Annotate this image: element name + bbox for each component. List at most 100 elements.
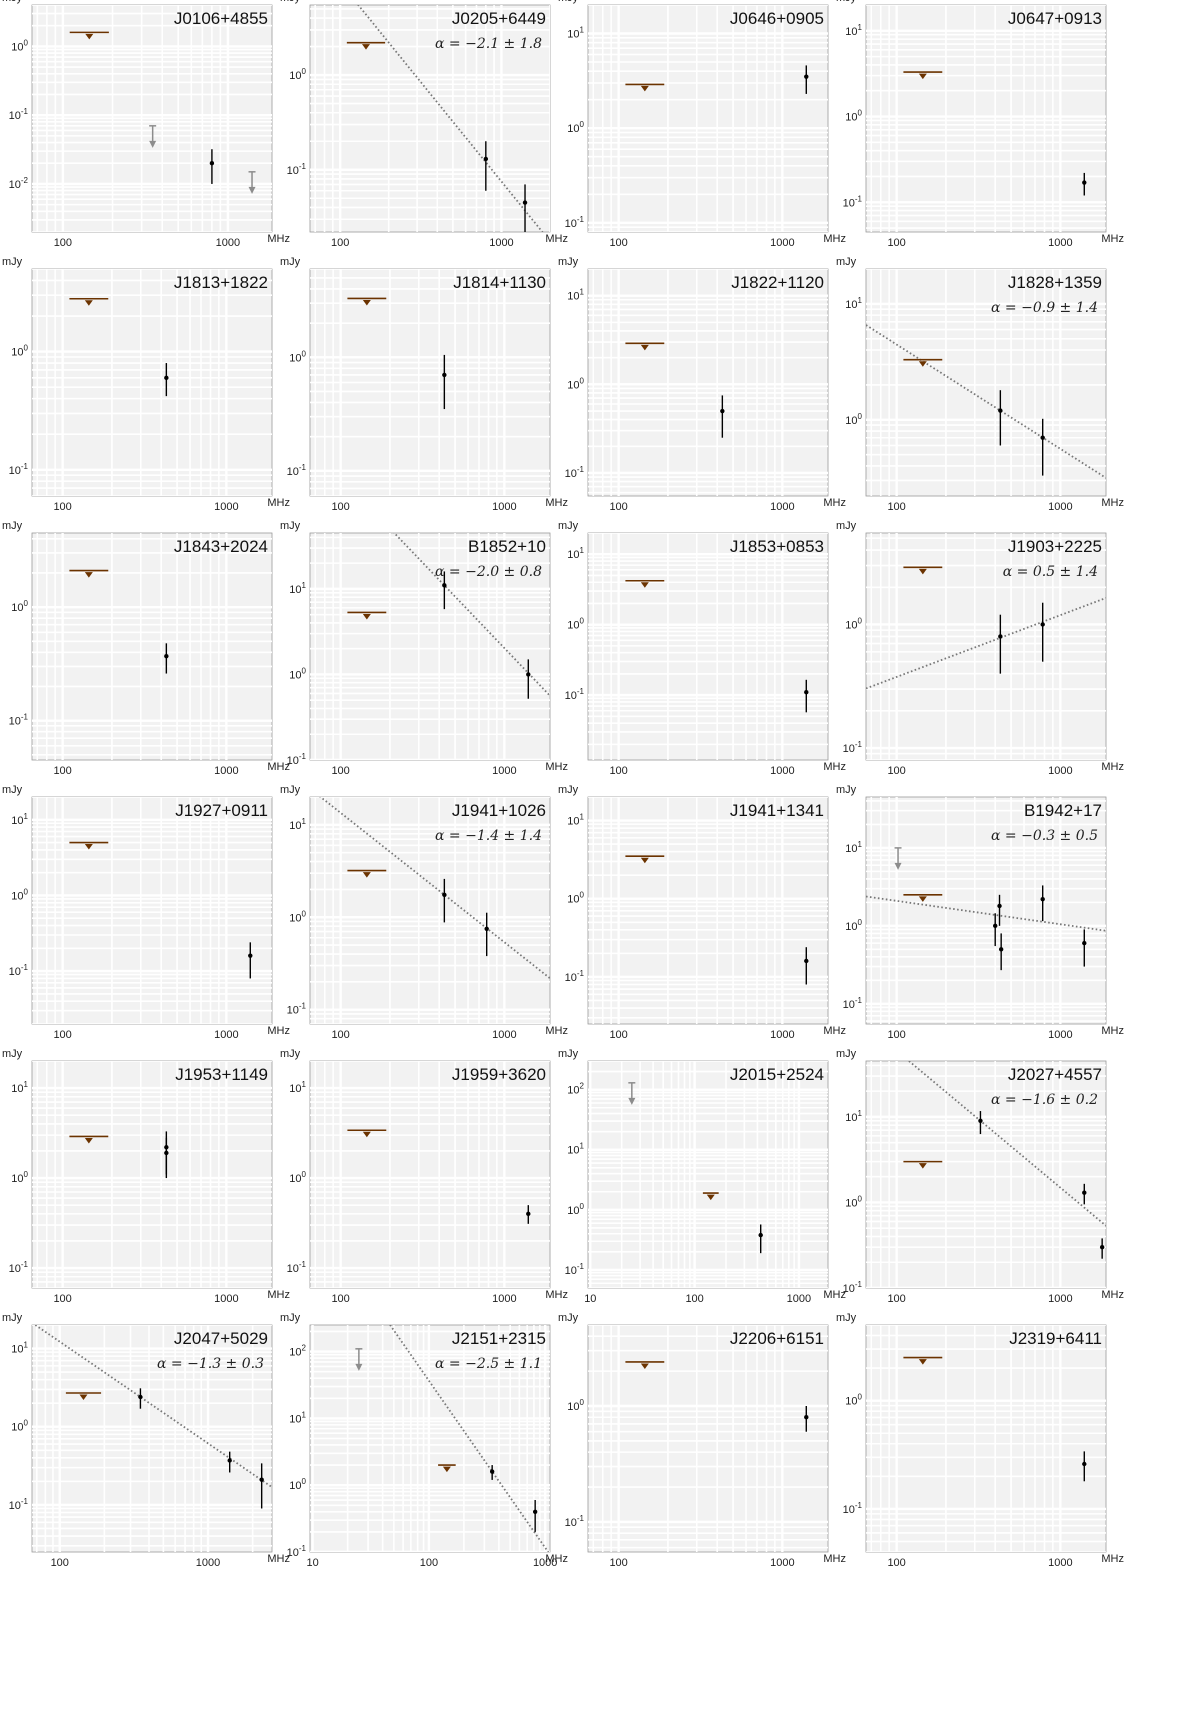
y-unit-label: mJy	[2, 784, 23, 796]
upper-limit-arrow	[355, 1348, 363, 1371]
spectrum-panel: 100 1000 10-2 10-1 100 mJy MHz J0106+4855	[0, 0, 300, 285]
panel-title: J2151+2315	[452, 1329, 546, 1348]
data-marker	[483, 156, 489, 162]
data-marker	[1082, 180, 1087, 185]
data-marker	[209, 161, 215, 166]
spectral-index-label: α = 0.5 ± 1.4	[1003, 564, 1098, 580]
data-point	[1040, 602, 1045, 662]
gridlines	[866, 5, 1106, 232]
spectrum-chart: 100 1000 10-1 100 mJy MHz J0205+6449 α = −2.1 ±…	[280, 0, 568, 249]
data-marker	[526, 672, 531, 677]
x-unit-label: MHz	[1101, 497, 1124, 509]
upper-limit-bar	[347, 297, 387, 306]
data-point	[442, 354, 447, 410]
y-tick-label: 100	[11, 887, 28, 902]
data-point	[998, 933, 1004, 971]
panel-title: J0205+6449	[452, 9, 546, 28]
y-tick-label: 10-1	[565, 687, 585, 702]
fit-line	[866, 597, 1106, 690]
data-point	[489, 1465, 495, 1480]
y-tick-label: 101	[289, 1410, 306, 1425]
upper-limit-bar	[69, 841, 109, 850]
y-unit-label: mJy	[280, 256, 301, 268]
x-tick-label: 1000	[492, 765, 516, 777]
spectrum-chart: 100 1000 10-1 100 101 mJy MHz J1953+1149	[2, 1048, 290, 1305]
upper-limit-bar	[702, 1192, 719, 1201]
data-point	[720, 395, 725, 438]
y-tick-label: 101	[567, 288, 584, 303]
x-tick-label: 100	[887, 1557, 905, 1569]
spectral-index-label: α = −2.1 ± 1.8	[435, 36, 542, 52]
gridlines	[588, 797, 828, 1024]
gridlines	[32, 5, 272, 232]
y-unit-label: mJy	[2, 256, 23, 268]
panel-title: J1843+2024	[174, 537, 268, 556]
y-tick-label: 101	[845, 840, 862, 855]
upper-limit-bar	[625, 83, 665, 92]
spectrum-panel: 100 1000 10-1 100 101 mJy MHz J1953+1149	[0, 1048, 300, 1341]
upper-limit-bar	[903, 71, 943, 80]
data-marker	[758, 1232, 763, 1238]
y-tick-label: 10-1	[9, 713, 29, 728]
y-unit-label: mJy	[558, 520, 579, 532]
spectral-index-label: α = −0.9 ± 1.4	[991, 300, 1098, 316]
spectrum-chart: 100 1000 10-2 10-1 100 mJy MHz J0106+4855	[2, 0, 290, 249]
x-unit-label: MHz	[823, 497, 846, 509]
x-unit-label: MHz	[545, 497, 568, 509]
y-tick-label: 101	[11, 1080, 28, 1095]
x-unit-label: MHz	[823, 1289, 846, 1301]
x-tick-label: 1000	[1048, 501, 1072, 513]
x-tick-label: 100	[331, 1293, 349, 1305]
data-marker	[489, 1469, 495, 1474]
data-marker	[998, 408, 1003, 413]
data-point	[526, 1205, 531, 1224]
data-point	[758, 1224, 763, 1254]
panel-title: J1953+1149	[175, 1065, 268, 1084]
x-tick-label: 1000	[770, 1557, 794, 1569]
y-unit-label: mJy	[280, 520, 301, 532]
fit-line	[907, 1061, 1106, 1227]
spectrum-chart: 100 1000 10-1 100 mJy MHz J2319+6411	[836, 1312, 1124, 1569]
y-unit-label: mJy	[558, 256, 579, 268]
x-unit-label: MHz	[545, 1553, 568, 1565]
limit-arrowhead	[85, 33, 94, 40]
y-tick-label: 100	[289, 1170, 306, 1185]
y-tick-label: 100	[289, 349, 306, 364]
x-tick-label: 100	[53, 765, 71, 777]
limit-arrowhead	[442, 1466, 451, 1473]
data-marker	[804, 1415, 809, 1420]
panel-title: B1852+10	[468, 537, 546, 556]
y-tick-label: 10-1	[9, 462, 29, 477]
x-unit-label: MHz	[545, 761, 568, 773]
data-point	[442, 571, 447, 610]
y-tick-label: 100	[567, 617, 584, 632]
limit-arrowhead	[362, 872, 371, 878]
y-tick-label: 101	[289, 817, 306, 832]
data-point	[227, 1451, 232, 1473]
x-tick-label: 100	[609, 765, 627, 777]
data-point	[526, 659, 531, 699]
data-marker	[259, 1477, 264, 1482]
panel-title: J2027+4557	[1008, 1065, 1102, 1084]
data-point	[259, 1463, 264, 1509]
x-unit-label: MHz	[1101, 233, 1124, 245]
panel-title: J1822+1120	[731, 273, 824, 292]
gridlines	[866, 269, 1106, 496]
spectrum-panel: 100 1000 100 101 mJy MHz J1828+1359 α = −0.9 ± …	[834, 256, 1134, 549]
x-unit-label: MHz	[267, 497, 290, 509]
data-point	[442, 878, 447, 923]
data-point	[138, 1388, 143, 1409]
upper-limit-arrow	[248, 171, 256, 194]
plot-area	[865, 268, 1107, 497]
y-tick-label: 10-1	[287, 162, 307, 177]
spectrum-panel: 100 1000 10-1 100 mJy MHz J1903+2225 α = 0.5 ± …	[834, 520, 1134, 813]
data-point	[998, 614, 1003, 674]
data-marker	[1099, 1244, 1105, 1250]
upper-limit-bar	[903, 894, 943, 902]
data-point	[248, 942, 253, 979]
panel-title: J0646+0905	[730, 9, 824, 28]
upper-limit-bar	[69, 297, 109, 306]
plot-area	[587, 1324, 829, 1553]
spectrum-panel: 100 1000 10-1 100 101 mJy MHz J0647+0913	[834, 0, 1134, 285]
data-marker	[248, 953, 253, 958]
